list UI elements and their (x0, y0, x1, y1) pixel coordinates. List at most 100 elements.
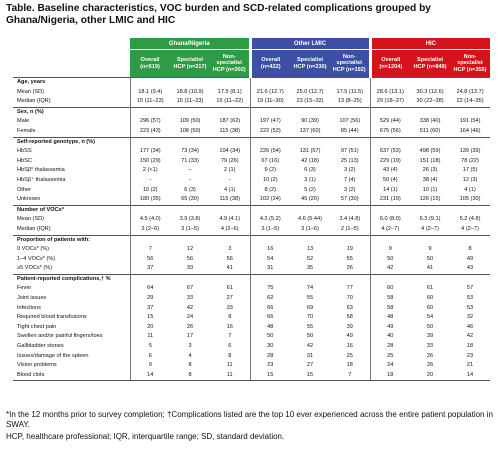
data-cell: 50 (306, 333, 314, 340)
data-cell: 675 (56) (369, 126, 411, 138)
data-cell: 33 (426, 343, 434, 350)
data-cell: 18.8 (10.9) (176, 88, 204, 95)
data-cell: 78 (22) (461, 157, 479, 164)
row-label: Joint issues (17, 295, 47, 302)
data-cell: 26 (426, 362, 434, 369)
data-cell: 2 (<1) (129, 166, 170, 176)
data-row: Male 296 (57) 109 (50) 187 (62) 197 (47) 90 (… (13, 117, 490, 127)
data-cell: 73 (34) (181, 148, 199, 155)
data-cell: 18 (346, 362, 353, 369)
data-cell: 8 (170, 370, 210, 382)
data-cell: 28 (249, 351, 291, 362)
row-label: Other (17, 186, 31, 193)
data-cell: 6 (3) (184, 186, 196, 193)
column-header: Non-specialist HCP (n=192) (330, 49, 371, 78)
data-cell: 41 (426, 265, 434, 272)
data-cell: 7 (129, 245, 170, 255)
data-cell: 24.8 (13.7) (456, 88, 484, 95)
data-cell: 50 (369, 254, 411, 265)
data-row: Swollen and/or painful fingers/toes 11 17 7… (13, 332, 490, 343)
data-cell: - (228, 176, 231, 183)
data-cell: 12 (3) (462, 176, 478, 183)
data-cell: 75 (249, 284, 291, 295)
data-cell: 498 (59) (419, 148, 441, 155)
empty-cell (369, 76, 411, 88)
data-cell: 5.2 (4.8) (459, 216, 481, 223)
data-cell: 8 (228, 314, 232, 321)
data-cell: 14 (1) (369, 185, 411, 196)
data-cell: 8 (2) (249, 185, 291, 196)
data-cell: 7 (228, 333, 232, 340)
data-cell: 4.5 (4.0) (129, 215, 170, 225)
data-cell: 4.6 (5.44) (298, 216, 322, 223)
data-cell: 19 (11–30) (249, 97, 291, 108)
empty-cell (290, 234, 331, 246)
row-label: 0 VOCs* (%) (17, 246, 50, 253)
empty-cell (170, 106, 210, 118)
row-label: HbSS (17, 148, 32, 155)
empty-cell (210, 234, 251, 246)
data-cell: 21.6 (12.7) (249, 87, 291, 98)
data-cell: 6.0 (8.0) (369, 215, 411, 225)
data-cell: 115 (38) (219, 196, 240, 203)
data-cell: 43 (4) (369, 166, 411, 176)
data-row: Unknown 180 (35) 65 (30) 115 (38) 102 (24) 45… (13, 195, 490, 206)
data-cell: 65 (30) (181, 196, 199, 203)
empty-cell (249, 273, 291, 285)
data-cell: 77 (346, 285, 353, 292)
data-row: Other 10 (2) 6 (3) 4 (1) 8 (2) 5 (2) 3 (2) 14 (… (13, 185, 490, 196)
empty-cell (170, 234, 210, 246)
data-cell: 60 (426, 295, 434, 302)
data-cell: 4 (2–6) (220, 225, 239, 232)
data-cell: 40 (369, 332, 411, 343)
data-cell: 18.1 (9.4) (129, 87, 170, 98)
data-cell: 79 (26) (220, 157, 239, 164)
data-cell: 42 (18) (301, 157, 319, 164)
data-cell: 8 (188, 362, 192, 369)
empty-cell (369, 204, 411, 216)
row-label: Swollen and/or painful fingers/toes (17, 333, 103, 340)
data-cell: 33 (226, 304, 233, 311)
group-header: HIC (368, 38, 491, 50)
data-cell: 13 (8–25) (337, 98, 362, 105)
data-cell: 42 (186, 304, 194, 311)
data-cell: 16 (346, 343, 353, 350)
empty-cell (369, 136, 411, 148)
row-label: Female (17, 127, 36, 134)
row-label: Mean (SD) (17, 216, 45, 223)
data-cell: 48 (249, 322, 291, 333)
data-cell: 48 (369, 313, 411, 323)
data-row: Fever 64 67 61 75 74 77 60 61 57 (13, 284, 490, 295)
data-cell: 18 (466, 343, 474, 350)
data-cell: 7 (330, 370, 371, 382)
empty-cell (330, 136, 371, 148)
empty-cell (290, 204, 331, 216)
data-cell: 6 (3) (304, 167, 316, 174)
data-cell: 42 (369, 264, 411, 275)
data-cell: 57 (30) (340, 196, 359, 203)
data-cell: 15 (11–23) (176, 98, 204, 105)
data-cell: 27 (306, 362, 314, 369)
row-label: HbSβ⁰ thalassemia (17, 167, 65, 174)
data-cell: 39 (426, 333, 434, 340)
data-cell: 3 (1–5) (181, 225, 199, 232)
data-cell: 4.9 (4.1) (219, 216, 241, 223)
group-header: Ghana/Nigeria (130, 38, 251, 50)
empty-cell (290, 106, 331, 118)
data-cell: 90 (39) (301, 118, 319, 125)
data-cell: 25.0 (12.7) (296, 88, 324, 95)
data-cell: 191 (54) (459, 118, 481, 125)
empty-cell (410, 234, 451, 246)
column-header: Overall (n=422) (248, 49, 291, 78)
data-cell: 637 (53) (369, 147, 411, 157)
data-cell: 17.5 (8.1) (217, 88, 242, 95)
empty-cell (330, 273, 371, 285)
group-header-row: Ghana/Nigeria Other LMIC HIC (13, 38, 491, 50)
empty-cell (210, 106, 251, 118)
data-cell: 18 (369, 370, 411, 382)
data-cell: 107 (56) (339, 118, 361, 125)
data-cell: 55 (306, 323, 314, 330)
data-cell: 15 (290, 370, 331, 382)
footnote: *In the 12 months prior to survey comple… (6, 410, 493, 429)
data-cell: 3 (1–6) (301, 225, 319, 232)
